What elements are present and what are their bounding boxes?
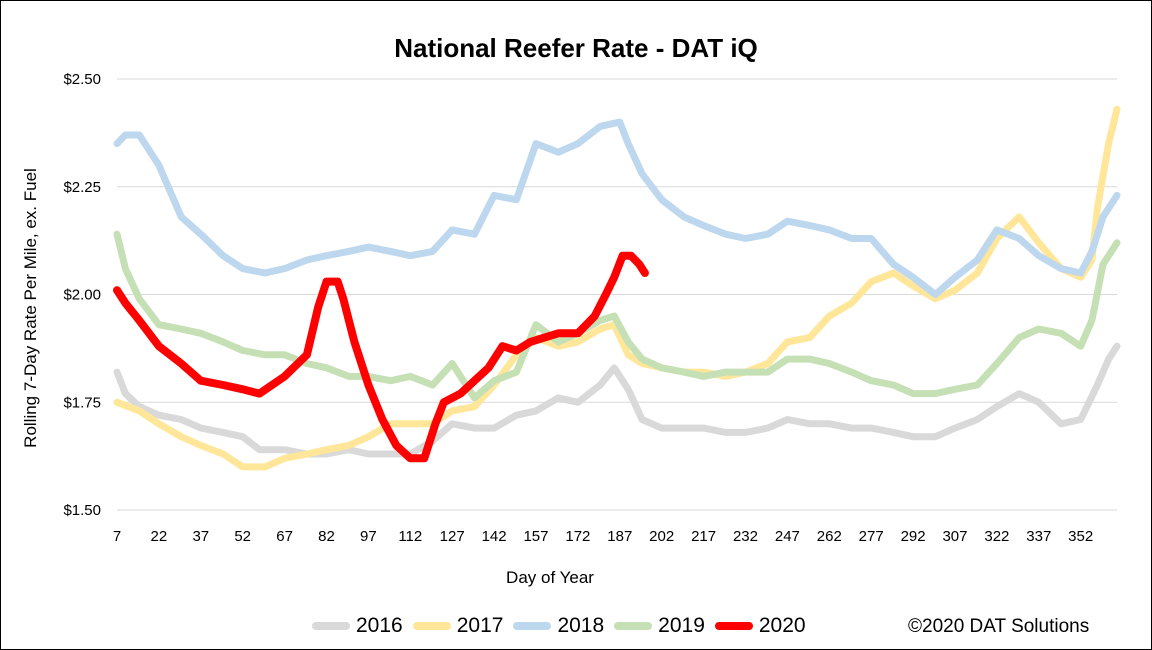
legend-item-2017: 2017 [412,614,504,638]
x-tick-label: 202 [649,528,674,545]
series-line-2017 [113,105,1121,471]
x-tick-label: 37 [192,528,209,545]
x-tick-label: 7 [113,528,121,545]
legend-swatch-2019 [614,622,653,630]
x-tick-label: 97 [360,528,377,545]
legend-swatch-2020 [714,622,753,630]
chart-title: National Reefer Rate - DAT iQ [394,33,758,63]
x-tick-label: 67 [276,528,293,545]
x-tick-label: 262 [817,528,842,545]
legend-label-2016: 2016 [356,614,403,637]
y-axis-label: Rolling 7-Day Rate Per Mile, ex. Fuel [21,168,40,448]
series-line-2019 [113,230,1121,402]
series-lines [113,105,1121,471]
legend-label-2017: 2017 [456,614,504,637]
x-axis-ticks: 7 22 37 52 67 82 97 112 127 142 157 172 187 202 217 232… [113,528,1093,545]
legend-swatch-2016 [312,622,350,630]
legend-item-2019: 2019 [614,614,705,638]
x-tick-label: 112 [398,528,422,545]
x-tick-label: 232 [733,528,758,545]
x-tick-label: 22 [151,528,168,545]
x-tick-label: 352 [1068,528,1093,545]
copyright-text: ©2020 DAT Solutions [908,616,1090,637]
legend-item-2020: 2020 [714,614,806,638]
x-tick-label: 217 [691,528,716,545]
x-tick-label: 82 [318,528,335,545]
legend-item-2018: 2018 [513,614,604,638]
x-tick-label: 127 [440,528,465,545]
x-tick-label: 142 [482,528,507,545]
legend-label-2019: 2019 [658,614,705,637]
x-tick-label: 172 [565,528,590,545]
series-line-2016 [113,342,1121,458]
legend-label-2020: 2020 [758,614,806,637]
series-line-2018 [113,118,1121,298]
x-tick-label: 322 [984,528,1009,545]
series-line-2020 [113,251,649,463]
x-tick-label: 337 [1026,528,1051,545]
legend-label-2018: 2018 [557,614,605,637]
y-tick-label: $2.25 [63,179,101,196]
legend-swatch-2017 [412,622,451,630]
y-tick-label: $2.50 [63,71,101,88]
legend-swatch-2018 [513,622,552,630]
x-tick-label: 247 [775,528,800,545]
x-tick-label: 157 [523,528,548,545]
x-tick-label: 292 [901,528,926,545]
legend-item-2016: 2016 [312,614,403,638]
y-tick-label: $1.50 [63,502,101,519]
y-tick-label: $2.00 [63,287,101,304]
x-axis-label: Day of Year [506,568,594,587]
x-tick-label: 307 [942,528,967,545]
y-axis-ticks: $1.50 $1.75 $2.00 $2.25 $2.50 [63,71,101,519]
y-tick-label: $1.75 [63,394,101,411]
x-tick-label: 187 [607,528,632,545]
x-tick-label: 277 [859,528,884,545]
x-tick-label: 52 [234,528,251,545]
legend: 2016 2017 2018 2019 2020 [312,614,816,638]
